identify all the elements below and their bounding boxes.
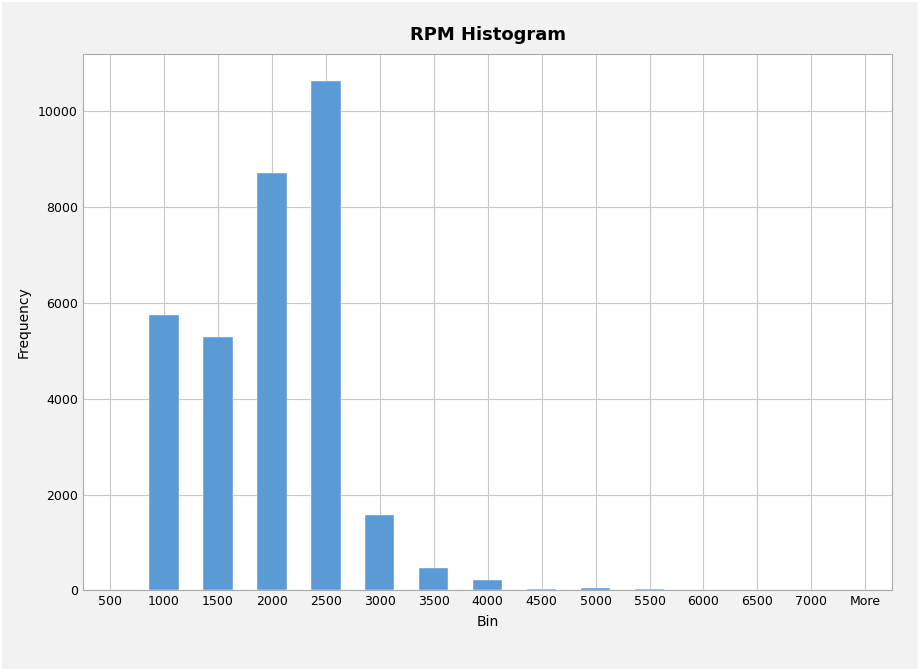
Bar bbox=[418, 568, 448, 590]
X-axis label: Bin: Bin bbox=[476, 615, 498, 629]
Y-axis label: Frequency: Frequency bbox=[17, 287, 31, 358]
Bar bbox=[527, 589, 556, 590]
Title: RPM Histogram: RPM Histogram bbox=[409, 25, 565, 44]
Bar bbox=[256, 172, 286, 590]
Bar bbox=[580, 588, 609, 590]
Bar bbox=[311, 81, 340, 590]
Bar bbox=[634, 588, 664, 590]
Bar bbox=[472, 580, 502, 590]
Bar bbox=[149, 315, 178, 590]
Bar bbox=[203, 338, 233, 590]
Bar bbox=[365, 515, 394, 590]
